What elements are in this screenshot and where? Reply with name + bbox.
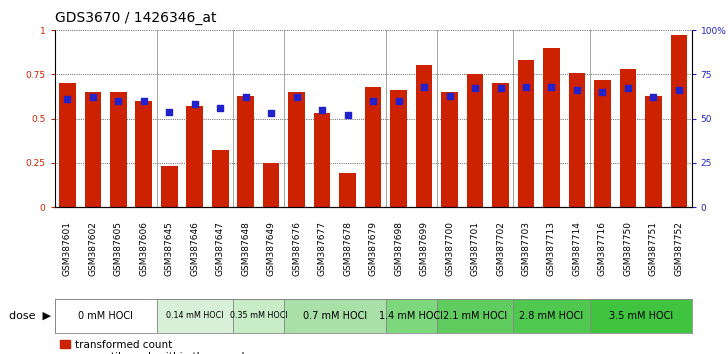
Point (622, 86, 634, 91)
Text: GSM387703: GSM387703 (521, 221, 531, 276)
Bar (543, 48, 560, 207)
Text: GSM387701: GSM387701 (470, 221, 480, 276)
Point (571, 87, 583, 93)
Point (113, 98, 124, 104)
Text: 0.35 mM HOCl: 0.35 mM HOCl (229, 312, 288, 320)
Bar (416, 65, 432, 207)
Text: GSM387647: GSM387647 (215, 221, 225, 276)
Point (521, 84, 532, 90)
Bar (55, 299, 157, 333)
Text: 1.4 mM HOCl: 1.4 mM HOCl (379, 311, 443, 321)
Text: 2.1 mM HOCl: 2.1 mM HOCl (443, 311, 507, 321)
Text: 0.14 mM HOCl: 0.14 mM HOCl (166, 312, 223, 320)
Point (444, 93, 456, 98)
Point (317, 107, 328, 113)
Point (673, 87, 685, 93)
Point (393, 98, 405, 104)
Bar (390, 90, 407, 207)
Text: GSM387606: GSM387606 (139, 221, 149, 276)
Point (62, 96, 73, 102)
Text: GSM387714: GSM387714 (572, 221, 582, 276)
Point (164, 109, 175, 114)
Legend: transformed count, percentile rank within the sample: transformed count, percentile rank withi… (60, 340, 251, 354)
Text: GSM387601: GSM387601 (63, 221, 72, 276)
Bar (594, 80, 611, 207)
Text: GSM387752: GSM387752 (674, 221, 684, 276)
Text: GSM387649: GSM387649 (266, 221, 276, 276)
Text: GSM387713: GSM387713 (547, 221, 556, 276)
Point (419, 84, 430, 90)
Point (546, 84, 558, 90)
Bar (233, 299, 284, 333)
Text: GSM387698: GSM387698 (394, 221, 403, 276)
Bar (441, 92, 458, 207)
Point (240, 95, 252, 100)
Bar (365, 87, 381, 207)
Bar (84, 92, 101, 207)
Text: 2.8 mM HOCl: 2.8 mM HOCl (519, 311, 584, 321)
Point (87, 95, 99, 100)
Text: GSM387679: GSM387679 (368, 221, 378, 276)
Text: GSM387700: GSM387700 (445, 221, 454, 276)
Bar (135, 101, 152, 207)
Bar (110, 92, 127, 207)
Bar (670, 35, 687, 207)
Bar (437, 299, 513, 333)
Bar (386, 299, 437, 333)
Bar (284, 299, 386, 333)
Bar (518, 60, 534, 207)
Text: GSM387750: GSM387750 (623, 221, 633, 276)
Bar (339, 173, 356, 207)
Bar (157, 299, 233, 333)
Point (470, 86, 481, 91)
Point (189, 102, 201, 107)
Text: 0.7 mM HOCl: 0.7 mM HOCl (303, 311, 367, 321)
Bar (492, 83, 509, 207)
Text: GSM387678: GSM387678 (343, 221, 352, 276)
Bar (263, 163, 280, 207)
Bar (645, 96, 662, 207)
Bar (467, 74, 483, 207)
Text: GSM387702: GSM387702 (496, 221, 505, 276)
Text: GSM387751: GSM387751 (649, 221, 658, 276)
Text: GSM387645: GSM387645 (165, 221, 174, 276)
Bar (590, 299, 692, 333)
Text: 0 mM HOCl: 0 mM HOCl (78, 311, 133, 321)
Text: GSM387648: GSM387648 (241, 221, 250, 276)
Bar (161, 166, 178, 207)
Text: GSM387676: GSM387676 (292, 221, 301, 276)
Point (342, 112, 354, 118)
Bar (513, 299, 590, 333)
Text: GSM387602: GSM387602 (88, 221, 98, 276)
Text: 3.5 mM HOCl: 3.5 mM HOCl (609, 311, 673, 321)
Point (215, 105, 226, 111)
Bar (620, 69, 636, 207)
Bar (212, 150, 229, 207)
Text: GDS3670 / 1426346_at: GDS3670 / 1426346_at (55, 11, 216, 25)
Text: dose  ▶: dose ▶ (9, 311, 51, 321)
Bar (237, 96, 254, 207)
Point (266, 110, 277, 116)
Point (597, 89, 609, 95)
Text: GSM387677: GSM387677 (317, 221, 327, 276)
Bar (59, 83, 76, 207)
Point (648, 95, 660, 100)
Text: GSM387605: GSM387605 (114, 221, 123, 276)
Bar (314, 113, 331, 207)
Point (138, 98, 150, 104)
Point (291, 95, 303, 100)
Point (495, 86, 507, 91)
Bar (186, 106, 203, 207)
Point (368, 98, 379, 104)
Bar (569, 73, 585, 207)
Text: GSM387646: GSM387646 (190, 221, 199, 276)
Text: GSM387716: GSM387716 (598, 221, 607, 276)
Text: GSM387699: GSM387699 (419, 221, 429, 276)
Bar (288, 92, 305, 207)
